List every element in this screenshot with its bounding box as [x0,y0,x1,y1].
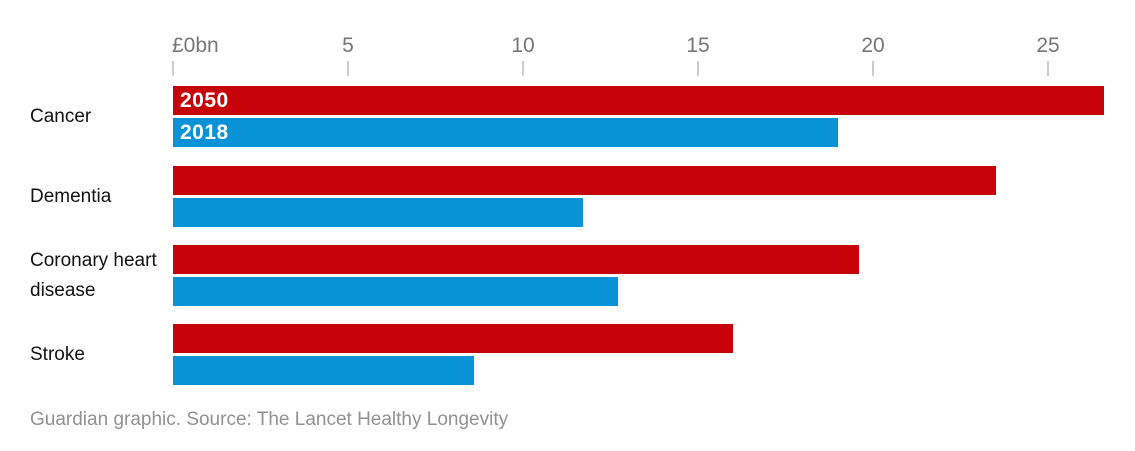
axis-tick-mark-10 [522,61,524,76]
bar-2050-dementia [173,166,996,195]
axis-tick-mark-15 [697,61,699,76]
bar-2018-dementia [173,197,583,227]
axis-tick-label-15: 15 [686,34,710,57]
source-caption: Guardian graphic. Source: The Lancet Hea… [30,409,509,430]
category-label-cancer: Cancer [30,105,92,127]
axis-tick-mark-0 [172,61,174,76]
bar-2018-coronary-heart-disease [173,276,618,306]
bar-2050-cancer: 2050 [173,86,1104,115]
series-label-2018: 2018 [180,120,229,144]
bar-2050-stroke [173,324,733,353]
axis-tick-label-10: 10 [511,34,535,57]
bar-2018-stroke [173,355,474,385]
bar-2050-coronary-heart-disease [173,245,859,274]
axis-tick-mark-20 [872,61,874,76]
category-label-coronary-heart-disease: Coronary heart disease [30,249,157,301]
axis-tick-mark-25 [1047,61,1049,76]
category-label-dementia: Dementia [30,185,112,207]
bar-2018-cancer: 2018 [173,117,838,147]
axis-tick-mark-5 [347,61,349,76]
axis-tick-label-20: 20 [861,34,885,57]
series-label-2050: 2050 [180,89,229,112]
axis-tick-label-25: 25 [1036,34,1060,57]
axis-tick-label-5: 5 [342,34,354,57]
category-label-stroke: Stroke [30,343,85,365]
axis-tick-label-0: £0bn [172,34,219,57]
